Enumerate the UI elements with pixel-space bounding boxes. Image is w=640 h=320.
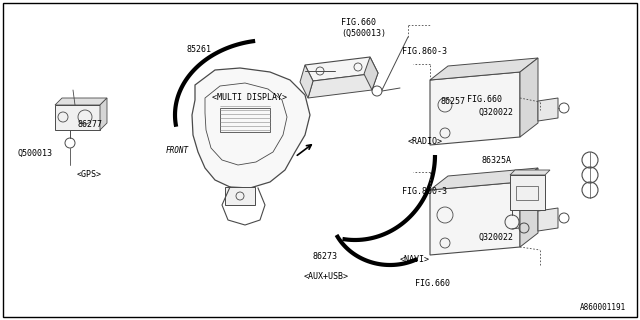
Text: 85261: 85261 (186, 45, 211, 54)
Text: 86257: 86257 (440, 97, 465, 106)
Polygon shape (55, 105, 100, 130)
Polygon shape (305, 57, 378, 81)
Polygon shape (510, 175, 545, 210)
Polygon shape (430, 58, 538, 80)
Text: (Q500013): (Q500013) (341, 29, 386, 38)
Text: <RADIO>: <RADIO> (408, 137, 443, 146)
Bar (220, 108, 270, 132)
Polygon shape (430, 182, 520, 255)
Polygon shape (364, 57, 378, 90)
Text: FIG.860-3: FIG.860-3 (402, 187, 447, 196)
Text: A860001191: A860001191 (580, 303, 626, 312)
Text: FRONT: FRONT (166, 146, 189, 155)
Text: FIG.660: FIG.660 (415, 279, 450, 288)
Text: 86273: 86273 (312, 252, 337, 261)
Polygon shape (192, 68, 310, 188)
Polygon shape (430, 168, 538, 190)
Polygon shape (55, 98, 107, 105)
Polygon shape (100, 98, 107, 130)
Text: <MULTI DISPLAY>: <MULTI DISPLAY> (212, 93, 287, 102)
Text: 86325A: 86325A (481, 156, 511, 165)
Polygon shape (430, 72, 520, 145)
Polygon shape (300, 65, 313, 98)
Text: FIG.660: FIG.660 (341, 18, 376, 27)
Text: Q320022: Q320022 (479, 233, 514, 242)
Polygon shape (538, 208, 558, 231)
Polygon shape (510, 170, 550, 175)
Polygon shape (520, 168, 538, 247)
Bar (516, 186, 538, 200)
Polygon shape (520, 58, 538, 137)
Text: Q500013: Q500013 (18, 149, 53, 158)
Text: <NAVI>: <NAVI> (400, 255, 429, 264)
Text: FIG.660: FIG.660 (467, 95, 502, 104)
Polygon shape (538, 98, 558, 121)
Polygon shape (225, 187, 255, 205)
Text: <AUX+USB>: <AUX+USB> (304, 272, 349, 281)
Text: FIG.860-3: FIG.860-3 (402, 47, 447, 56)
Text: 86277: 86277 (77, 120, 102, 129)
Polygon shape (308, 73, 378, 98)
Text: Q320022: Q320022 (479, 108, 514, 116)
Text: <GPS>: <GPS> (77, 170, 102, 179)
